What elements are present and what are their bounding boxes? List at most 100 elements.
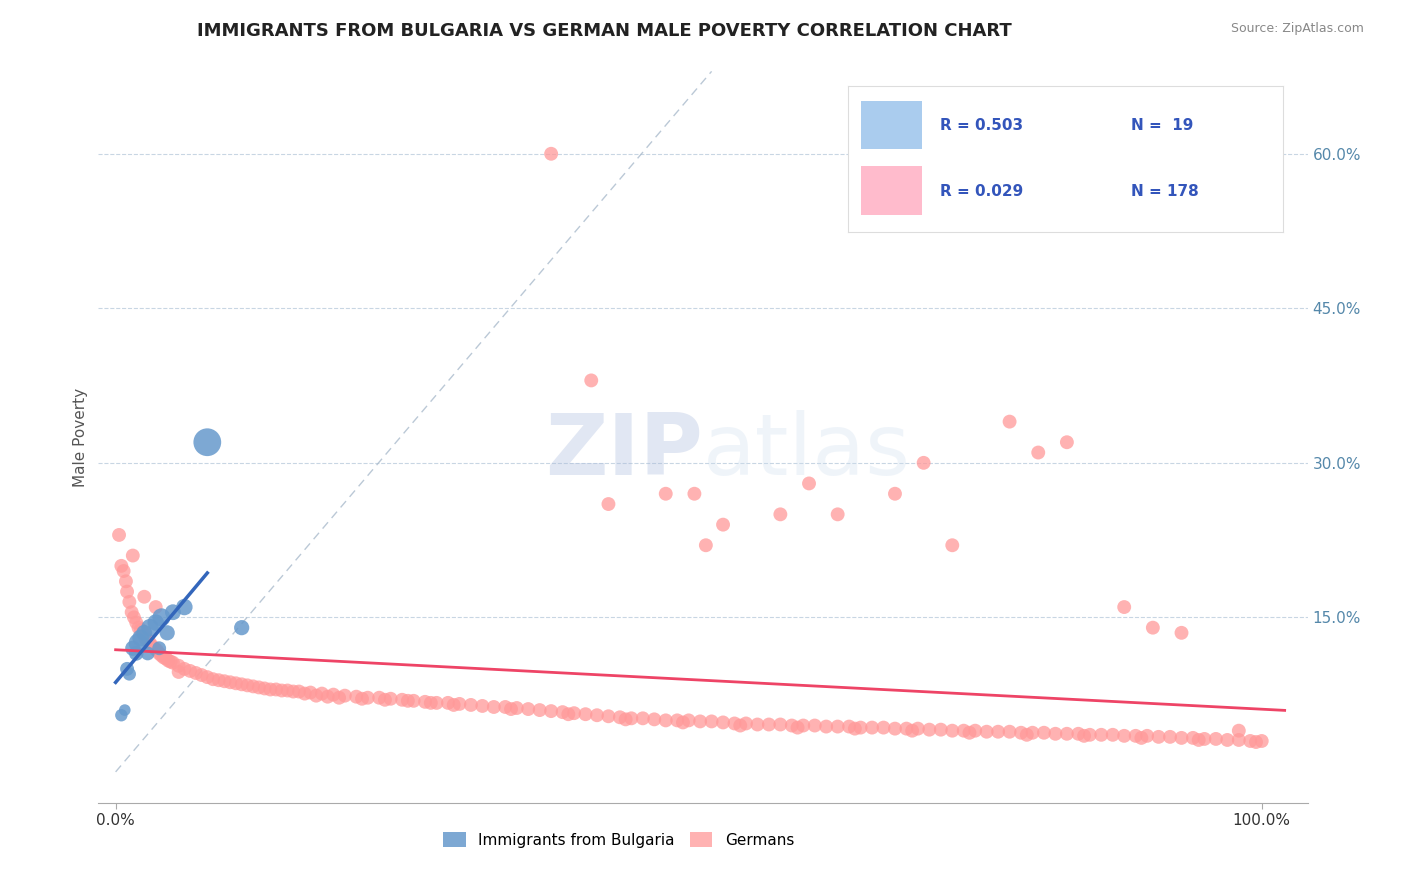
Point [122, 610, 145, 624]
Point [598, 497, 620, 511]
Point [655, 714, 678, 728]
Point [195, 435, 218, 450]
Point [208, 673, 231, 688]
Point [110, 558, 132, 573]
Point [747, 717, 769, 731]
Point [145, 600, 167, 615]
Point [976, 724, 998, 739]
Point [506, 701, 529, 715]
Point [173, 662, 195, 676]
Point [1227, 723, 1250, 738]
Point [150, 610, 173, 624]
Point [112, 564, 135, 578]
Point [1250, 734, 1272, 748]
Point [1056, 435, 1078, 450]
Point [1244, 735, 1267, 749]
Point [540, 704, 562, 718]
Point [134, 631, 156, 645]
Point [1136, 729, 1159, 743]
Point [299, 685, 322, 699]
Point [236, 678, 259, 692]
Point [357, 690, 380, 705]
Point [1056, 727, 1078, 741]
Point [1159, 730, 1181, 744]
Point [128, 636, 150, 650]
Point [184, 665, 207, 680]
Point [827, 508, 849, 522]
Point [110, 708, 132, 723]
Point [305, 689, 328, 703]
Point [929, 723, 952, 737]
Point [437, 696, 460, 710]
Point [1015, 728, 1038, 742]
Point [987, 724, 1010, 739]
Point [1170, 625, 1192, 640]
Point [723, 716, 745, 731]
Point [118, 595, 141, 609]
Point [150, 648, 173, 663]
Point [402, 694, 425, 708]
Point [155, 651, 177, 665]
Point [666, 714, 689, 728]
Point [114, 703, 136, 717]
Point [695, 538, 717, 552]
Point [270, 683, 292, 698]
Point [134, 625, 156, 640]
Point [277, 683, 299, 698]
Point [242, 679, 264, 693]
Point [121, 549, 143, 563]
Point [115, 662, 138, 676]
Point [108, 528, 131, 542]
Point [998, 724, 1021, 739]
Point [803, 718, 825, 732]
Point [1194, 731, 1216, 746]
Point [344, 690, 367, 704]
Point [152, 650, 174, 665]
Point [1045, 727, 1067, 741]
Point [678, 714, 700, 728]
Point [167, 665, 190, 679]
Point [728, 718, 751, 732]
Text: IMMIGRANTS FROM BULGARIA VS GERMAN MALE POVERTY CORRELATION CHART: IMMIGRANTS FROM BULGARIA VS GERMAN MALE … [197, 22, 1012, 40]
Point [132, 625, 155, 640]
Point [786, 721, 808, 735]
Point [134, 590, 156, 604]
Point [540, 146, 562, 161]
Point [143, 641, 166, 656]
Point [283, 684, 305, 698]
Point [1170, 731, 1192, 745]
Point [316, 690, 339, 704]
Point [952, 723, 974, 738]
Point [374, 693, 396, 707]
Point [581, 373, 603, 387]
Point [125, 647, 148, 661]
Point [769, 508, 792, 522]
Point [1073, 729, 1095, 743]
Point [965, 723, 987, 738]
Point [118, 667, 141, 681]
Point [449, 697, 471, 711]
Point [482, 700, 505, 714]
Point [419, 696, 441, 710]
Point [792, 718, 814, 732]
Point [115, 584, 138, 599]
Point [689, 714, 711, 729]
Point [380, 691, 402, 706]
Text: Source: ZipAtlas.com: Source: ZipAtlas.com [1230, 22, 1364, 36]
Point [551, 705, 574, 719]
Point [471, 698, 494, 713]
Point [294, 687, 316, 701]
Point [350, 691, 373, 706]
Point [655, 487, 678, 501]
Point [631, 711, 654, 725]
Point [156, 625, 179, 640]
Point [443, 698, 465, 712]
Point [311, 687, 333, 701]
Point [735, 716, 758, 731]
Point [157, 654, 180, 668]
Point [146, 643, 169, 657]
Point [529, 703, 551, 717]
Point [425, 696, 447, 710]
Point [259, 682, 281, 697]
Point [598, 709, 620, 723]
